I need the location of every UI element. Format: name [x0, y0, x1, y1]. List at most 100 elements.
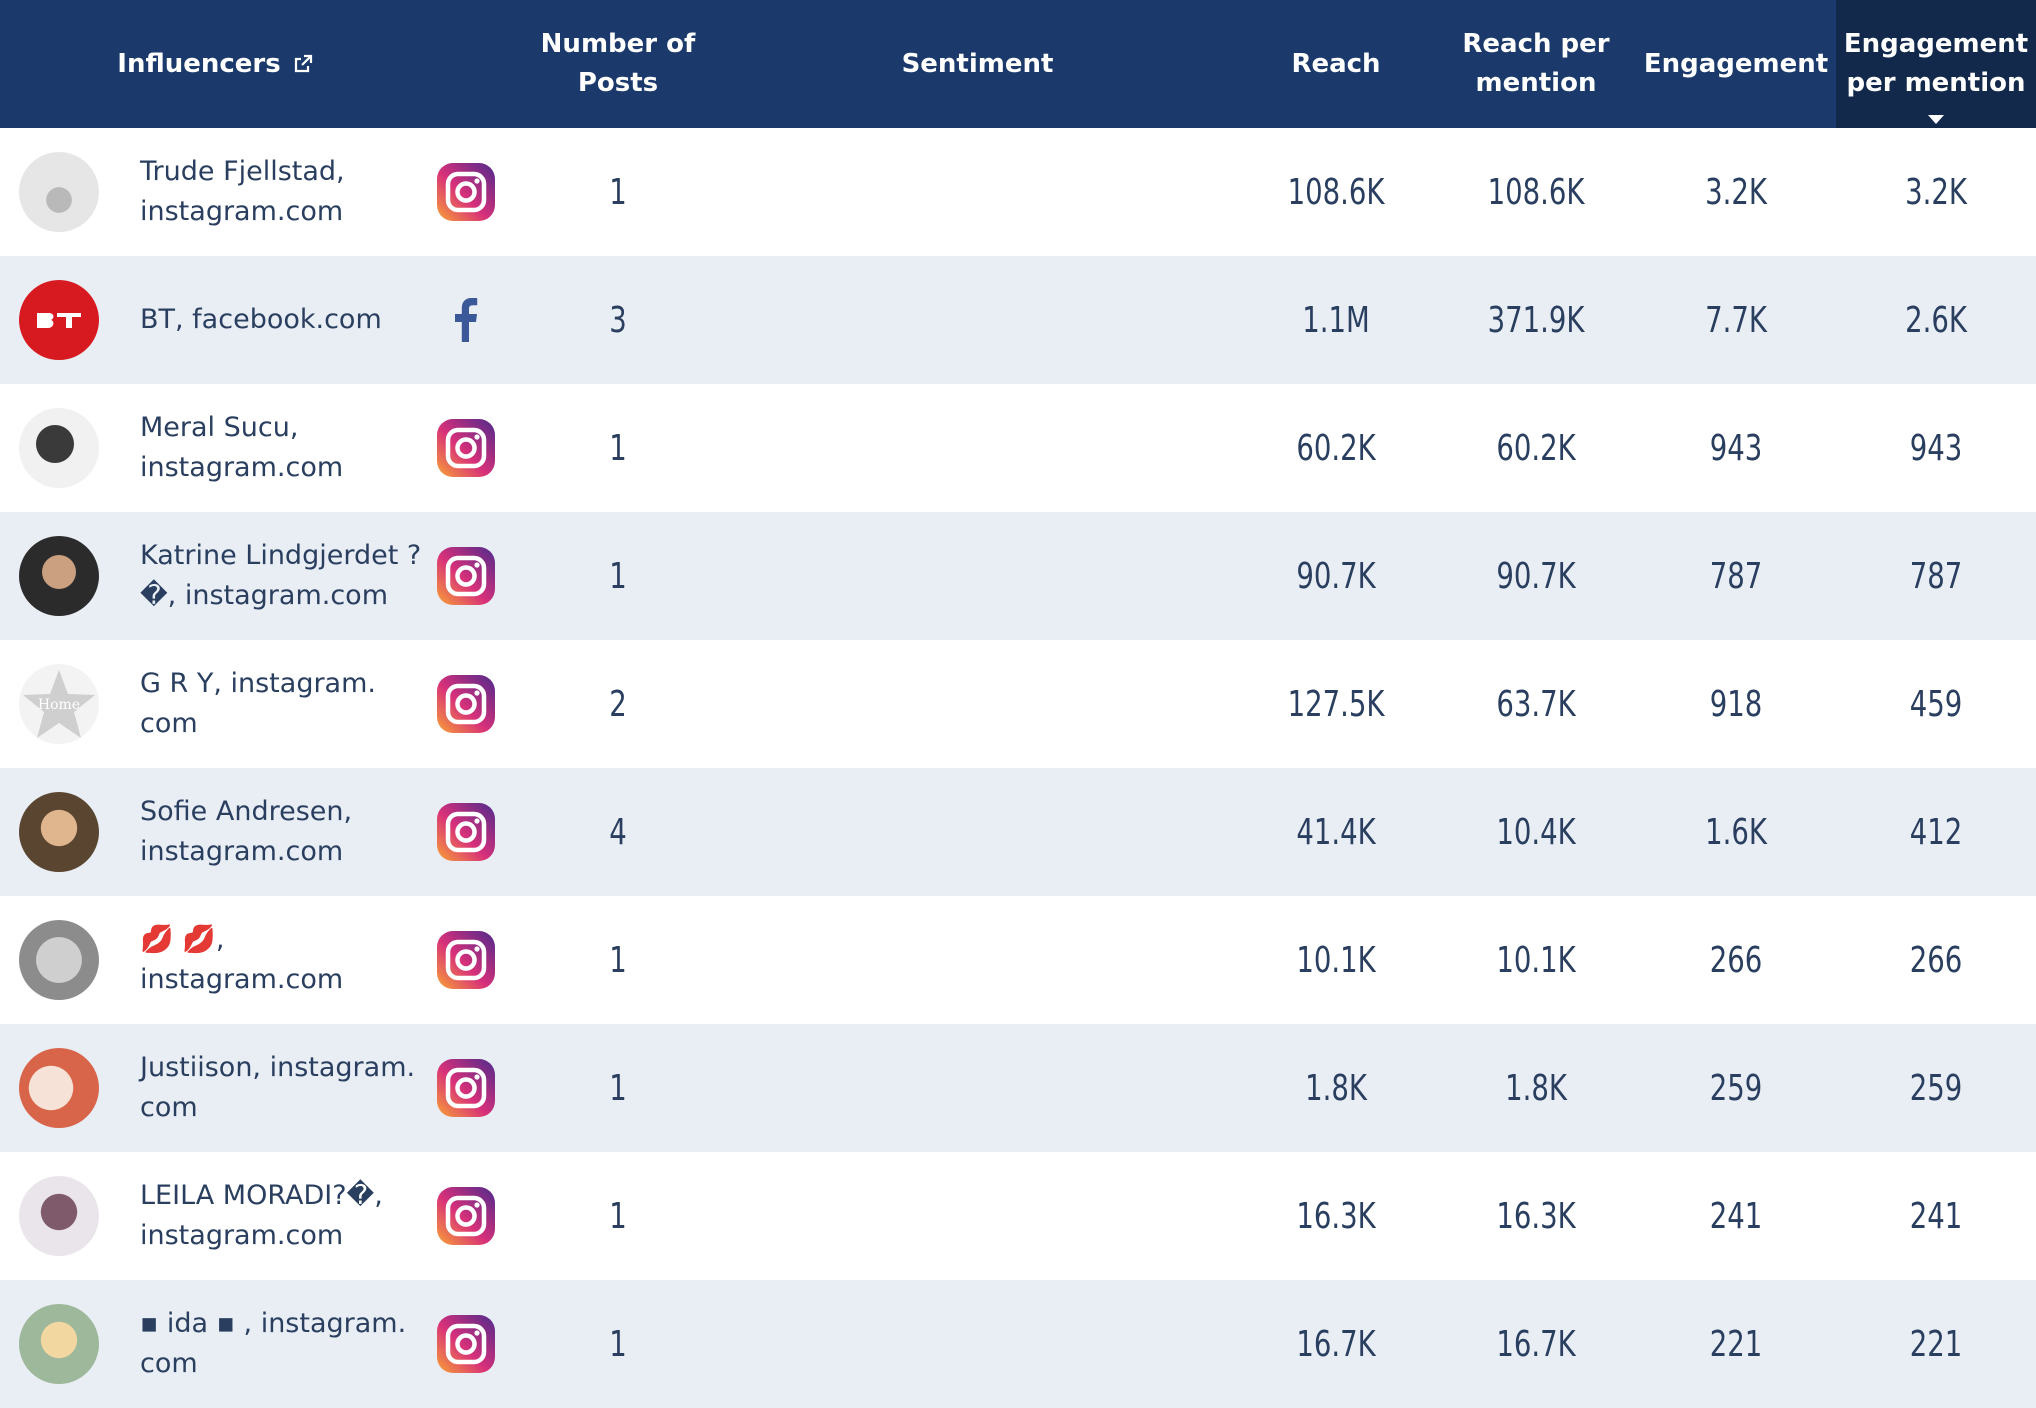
avatar[interactable] [19, 280, 99, 360]
engagement-per-mention-value: 943 [1909, 427, 1963, 469]
influencer-name[interactable]: Sofie Andresen, instagram.com [140, 796, 353, 867]
header-engagement-per-mention-label: Engagement per mention [1843, 29, 2029, 98]
facebook-icon[interactable] [436, 290, 496, 350]
table-row[interactable]: 💋 💋, instagram.com 1 10.1K 10.1K 266 266 [0, 896, 2036, 1024]
posts-count: 1 [609, 171, 627, 213]
influencer-name[interactable]: ▪ ida ▪ , instagram. com [140, 1308, 407, 1379]
engagement-per-mention-value: 2.6K [1905, 299, 1967, 341]
instagram-icon[interactable] [436, 546, 496, 606]
posts-count: 1 [609, 1067, 627, 1109]
table-row[interactable]: Trude Fjellstad, instagram.com 1 108.6K … [0, 128, 2036, 256]
table-row[interactable]: Justiison, instagram. com 1 1.8K 1.8K 25… [0, 1024, 2036, 1152]
influencer-name[interactable]: 💋 💋, instagram.com [140, 924, 344, 995]
table-row[interactable]: Meral Sucu, instagram.com 1 60.2K 60.2K … [0, 384, 2036, 512]
engagement-value: 7.7K [1705, 299, 1767, 341]
avatar[interactable] [19, 920, 99, 1000]
influencer-name[interactable]: Trude Fjellstad, instagram.com [140, 156, 345, 227]
engagement-per-mention-value: 412 [1909, 811, 1963, 853]
instagram-icon[interactable] [436, 802, 496, 862]
reach-per-mention-value: 60.2K [1496, 427, 1576, 469]
header-engagement[interactable]: Engagement [1643, 48, 1829, 79]
reach-per-mention-value: 108.6K [1487, 171, 1585, 213]
table-row[interactable]: BT, facebook.com 3 1.1M 371.9K 7.7K 2.6K [0, 256, 2036, 384]
reach-value: 16.3K [1296, 1195, 1376, 1237]
header-influencers-label: Influencers [117, 48, 281, 79]
avatar[interactable] [19, 1304, 99, 1384]
header-sentiment[interactable]: Sentiment [901, 48, 1054, 79]
engagement-per-mention-value: 221 [1909, 1323, 1963, 1365]
table-header: Influencers Number of Posts Sentiment Re… [0, 0, 2036, 128]
influencer-name[interactable]: G R Y, instagram. com [140, 668, 376, 739]
posts-count: 1 [609, 555, 627, 597]
table-row[interactable]: Katrine Lindgjerdet ? �, instagram.com 1… [0, 512, 2036, 640]
reach-value: 90.7K [1296, 555, 1376, 597]
engagement-value: 241 [1709, 1195, 1763, 1237]
platform-icon[interactable] [436, 802, 496, 862]
reach-value: 16.7K [1296, 1323, 1376, 1365]
posts-count: 1 [609, 939, 627, 981]
reach-value: 60.2K [1296, 427, 1376, 469]
platform-icon[interactable] [436, 1314, 496, 1374]
engagement-per-mention-value: 3.2K [1905, 171, 1967, 213]
header-number-of-posts[interactable]: Number of Posts [540, 29, 696, 98]
engagement-value: 221 [1709, 1323, 1763, 1365]
avatar[interactable] [19, 408, 99, 488]
posts-count: 4 [609, 811, 627, 853]
avatar[interactable] [19, 1048, 99, 1128]
platform-icon[interactable] [436, 290, 496, 350]
engagement-per-mention-value: 259 [1909, 1067, 1963, 1109]
header-reach[interactable]: Reach [1291, 48, 1381, 79]
platform-icon[interactable] [436, 418, 496, 478]
platform-icon[interactable] [436, 546, 496, 606]
avatar[interactable] [19, 536, 99, 616]
influencer-name[interactable]: BT, facebook.com [140, 304, 382, 335]
instagram-icon[interactable] [436, 162, 496, 222]
table-row[interactable]: LEILA MORADI?�, instagram.com 1 16.3K 16… [0, 1152, 2036, 1280]
engagement-per-mention-value: 241 [1909, 1195, 1963, 1237]
svg-text:Home: Home [38, 697, 80, 713]
engagement-value: 259 [1709, 1067, 1763, 1109]
platform-icon[interactable] [436, 1058, 496, 1118]
influencer-name[interactable]: Meral Sucu, instagram.com [140, 412, 344, 483]
posts-count: 1 [609, 427, 627, 469]
platform-icon[interactable] [436, 1186, 496, 1246]
external-link-icon[interactable] [293, 54, 313, 74]
influencer-name[interactable]: Katrine Lindgjerdet ? �, instagram.com [140, 540, 422, 611]
instagram-icon[interactable] [436, 1186, 496, 1246]
platform-icon[interactable] [436, 674, 496, 734]
avatar[interactable] [19, 792, 99, 872]
instagram-icon[interactable] [436, 930, 496, 990]
influencer-name[interactable]: Justiison, instagram. com [140, 1052, 416, 1123]
instagram-icon[interactable] [436, 674, 496, 734]
engagement-value: 787 [1709, 555, 1763, 597]
platform-icon[interactable] [436, 162, 496, 222]
reach-per-mention-value: 1.8K [1505, 1067, 1567, 1109]
engagement-value: 1.6K [1705, 811, 1767, 853]
avatar[interactable]: Home [19, 664, 99, 744]
posts-count: 1 [609, 1195, 627, 1237]
platform-icon[interactable] [436, 930, 496, 990]
posts-count: 3 [609, 299, 627, 341]
reach-per-mention-value: 371.9K [1487, 299, 1585, 341]
engagement-value: 266 [1709, 939, 1763, 981]
avatar[interactable] [19, 1176, 99, 1256]
reach-per-mention-value: 63.7K [1496, 683, 1576, 725]
avatar[interactable] [19, 152, 99, 232]
table-row[interactable]: Home G R Y, instagram. com 2 127.5K 63.7… [0, 640, 2036, 768]
instagram-icon[interactable] [436, 1058, 496, 1118]
instagram-icon[interactable] [436, 1314, 496, 1374]
reach-value: 1.8K [1305, 1067, 1367, 1109]
posts-count: 2 [609, 683, 627, 725]
table-row[interactable]: ▪ ida ▪ , instagram. com 1 16.7K 16.7K 2… [0, 1280, 2036, 1408]
header-influencers[interactable]: Influencers [110, 0, 320, 128]
header-reach-per-mention[interactable]: Reach per mention [1462, 29, 1610, 98]
engagement-per-mention-value: 459 [1909, 683, 1963, 725]
instagram-icon[interactable] [436, 418, 496, 478]
header-engagement-per-mention[interactable]: Engagement per mention [1836, 0, 2036, 128]
table-row[interactable]: Sofie Andresen, instagram.com 4 41.4K 10… [0, 768, 2036, 896]
engagement-value: 943 [1709, 427, 1763, 469]
influencer-name[interactable]: LEILA MORADI?�, instagram.com [140, 1180, 383, 1251]
engagement-value: 918 [1709, 683, 1763, 725]
engagement-per-mention-value: 266 [1909, 939, 1963, 981]
